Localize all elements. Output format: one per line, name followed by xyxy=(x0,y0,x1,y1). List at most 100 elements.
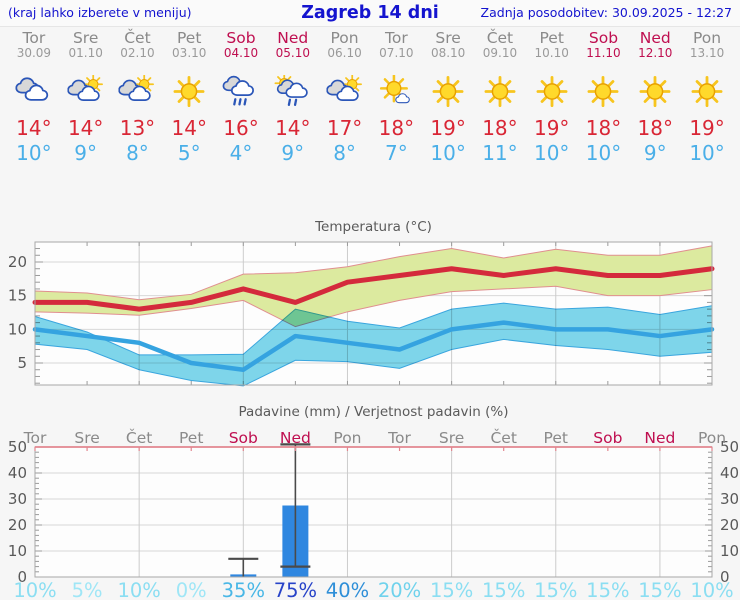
precip-day-label: Pet xyxy=(179,429,203,447)
day-low-temp: 9° xyxy=(74,141,98,165)
precip-y-axis-label-right: 50 xyxy=(720,438,739,456)
day-low-temp: 10° xyxy=(585,141,622,165)
precipitation-probability: 10% xyxy=(690,579,733,600)
plot-background xyxy=(35,447,712,577)
temperature-chart-title: Temperatura (°C) xyxy=(315,219,432,235)
precip-y-axis-label-left: 0 xyxy=(17,568,27,586)
day-high-temp: 14° xyxy=(275,116,311,140)
precip-y-axis-label-right: 30 xyxy=(720,490,739,508)
precip-day-label: Sre xyxy=(74,429,99,447)
day-high-temp: 17° xyxy=(326,116,363,140)
precip-minor-ticks xyxy=(35,446,712,573)
precip-day-label: Sob xyxy=(229,429,258,447)
sunny-icon xyxy=(481,75,519,108)
sunny-icon xyxy=(584,75,622,108)
precipitation-probability: 40% xyxy=(326,579,369,600)
day-column: Ned 05.10 14° 9° xyxy=(267,30,319,164)
day-column: Sob 11.10 18° 10° xyxy=(578,29,630,165)
precip-day-label: Sre xyxy=(439,429,464,447)
day-high-temp: 14° xyxy=(171,116,207,140)
day-date: 10.10 xyxy=(534,46,569,60)
day-high-temp: 18° xyxy=(482,116,518,140)
sunny-icon xyxy=(533,75,571,108)
day-low-temp: 10° xyxy=(430,141,466,165)
day-date: 08.10 xyxy=(430,46,466,60)
rain-icon xyxy=(222,75,260,108)
location-hint: (kraj lahko izberete v meniju) xyxy=(8,5,192,20)
plot-border xyxy=(34,241,713,386)
day-date: 07.10 xyxy=(379,46,414,60)
day-name: Čet xyxy=(124,29,151,47)
temp-max-line xyxy=(32,266,715,312)
precipitation-probability: 15% xyxy=(482,579,525,600)
temp-y-axis-label: 20 xyxy=(8,253,27,271)
day-date: 12.10 xyxy=(638,46,673,60)
day-column: Čet 02.10 13° 8° xyxy=(112,30,164,164)
precipitation-probability: 75% xyxy=(274,579,317,600)
day-low-temp: 7° xyxy=(384,141,408,165)
day-name: Tor xyxy=(22,29,46,47)
day-high-temp: 14° xyxy=(16,116,52,140)
sunny-icon xyxy=(636,75,674,108)
day-date: 11.10 xyxy=(586,46,621,60)
precip-top-axis xyxy=(34,446,713,451)
day-column: Pet 10.10 19° 10° xyxy=(526,29,578,165)
precip-y-axis-label-right: 0 xyxy=(720,568,730,586)
temp-y-axis-label: 10 xyxy=(8,320,27,338)
precip-day-label: Pet xyxy=(544,429,568,447)
precip-y-axis-label-left: 20 xyxy=(8,516,27,534)
precip-whisker xyxy=(228,557,259,577)
partly-icon xyxy=(67,75,105,108)
day-name: Sre xyxy=(72,29,99,47)
sunny-icon xyxy=(170,75,208,108)
precip-day-label: Tor xyxy=(387,429,411,447)
day-name: Sob xyxy=(588,29,619,47)
day-low-temp: 9° xyxy=(643,141,667,165)
day-name: Pet xyxy=(177,29,202,47)
precip-day-label: Pon xyxy=(333,429,361,447)
precip-day-label: Čet xyxy=(490,428,516,447)
day-high-temp: 14° xyxy=(67,116,104,140)
day-low-temp: 11° xyxy=(482,141,518,165)
precipitation-probability: 15% xyxy=(430,579,473,600)
day-date: 02.10 xyxy=(120,46,155,60)
day-high-temp: 16° xyxy=(223,116,259,140)
header-bar: (kraj lahko izberete v meniju) Zagreb 14… xyxy=(0,0,740,27)
precipitation-probability: 35% xyxy=(222,579,265,600)
day-name: Sre xyxy=(435,29,461,47)
precipitation-probability: 15% xyxy=(534,579,577,600)
day-name: Pet xyxy=(539,29,564,47)
sunny-icon xyxy=(429,75,467,108)
precip-whisker xyxy=(280,443,311,568)
day-low-temp: 8° xyxy=(333,141,356,165)
precipitation-probability: 10% xyxy=(117,579,160,600)
precip-day-label: Ned xyxy=(280,429,311,447)
precipitation-probability: 0% xyxy=(176,579,207,600)
temp-y-axis-label: 5 xyxy=(17,354,27,372)
day-high-temp: 18° xyxy=(585,116,622,140)
day-date: 01.10 xyxy=(68,46,103,60)
precipitation-probability: 5% xyxy=(72,579,103,600)
sun-rain-icon xyxy=(274,75,312,108)
temp-min-line xyxy=(32,320,715,372)
day-name: Ned xyxy=(277,29,309,47)
day-low-temp: 5° xyxy=(177,141,201,165)
day-low-temp: 9° xyxy=(281,141,305,165)
precipitation-probability: 20% xyxy=(378,579,421,600)
day-low-temp: 4° xyxy=(229,141,253,165)
temp-y-axis-label: 15 xyxy=(8,287,27,305)
day-date: 13.10 xyxy=(689,46,725,60)
mostly-sunny-icon xyxy=(377,75,415,108)
day-high-temp: 19° xyxy=(430,116,466,140)
day-low-temp: 10° xyxy=(16,141,52,165)
day-date: 04.10 xyxy=(223,46,259,60)
day-column: Sob 04.10 16° 4° xyxy=(215,30,267,164)
partly-icon xyxy=(118,75,156,108)
precip-day-label: Tor xyxy=(23,429,47,447)
precip-day-label: Čet xyxy=(126,428,152,447)
day-name: Tor xyxy=(385,29,408,47)
day-column: Tor 30.09 14° 10° xyxy=(8,30,60,164)
sunny-icon xyxy=(688,75,726,108)
precip-y-axis-label-left: 10 xyxy=(8,542,27,560)
